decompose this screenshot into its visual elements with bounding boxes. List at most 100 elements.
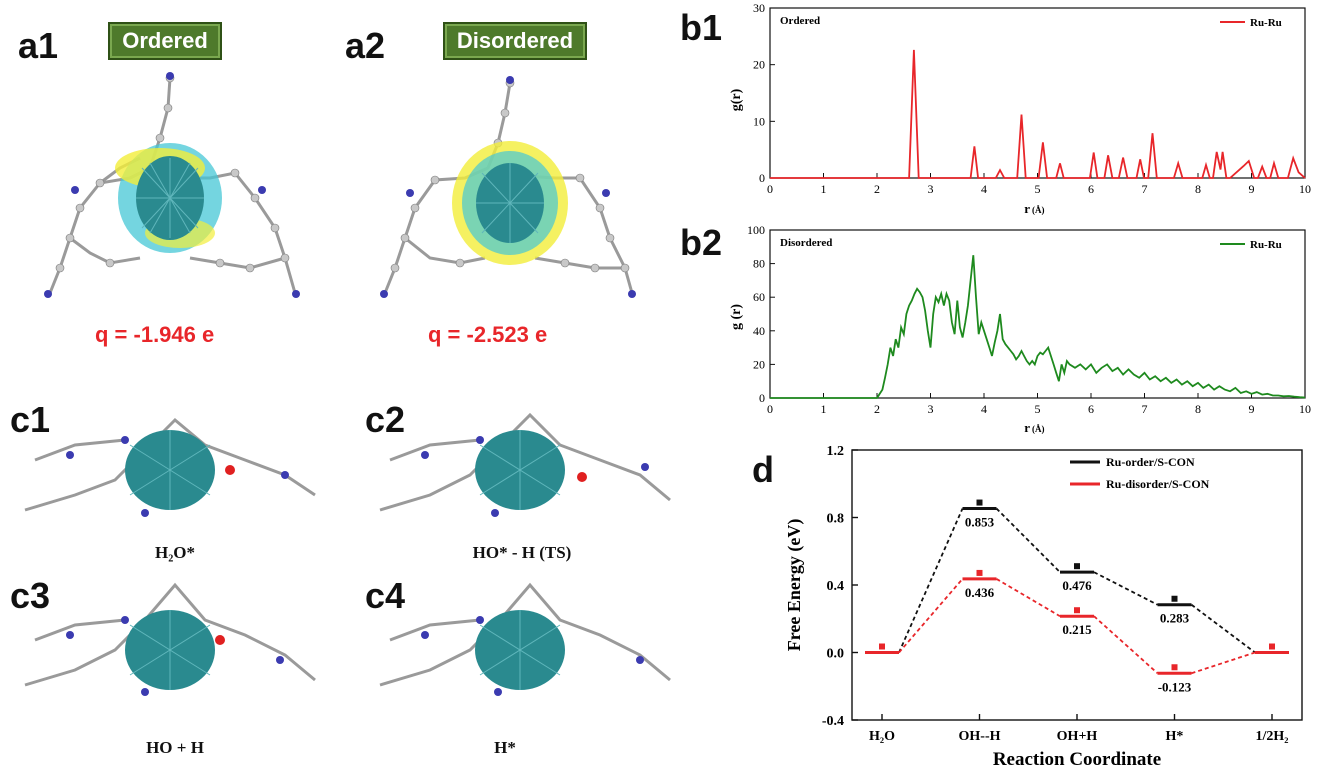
x-tick-label: 1 (821, 402, 827, 416)
b2-x-axis-label: r (1024, 420, 1030, 435)
panel-label-c1: c1 (10, 399, 51, 440)
d-value-label: 0.853 (965, 515, 995, 530)
y-tick-label: 60 (753, 290, 765, 304)
d-connector (995, 507, 1061, 573)
d-legend-label-disorder: Ru-disorder/S-CON (1106, 477, 1210, 491)
disordered-badge: Disordered (443, 22, 587, 60)
rdf-ordered-chart: 0 1 2 3 4 5 6 7 8 9 10 0 10 20 30 Ordered Ru-Ru g(r) r… (730, 1, 1311, 216)
d-connector (1093, 615, 1159, 674)
d-connector (1191, 651, 1256, 675)
x-tick-label: 5 (1035, 402, 1041, 416)
x-tick-label: 0 (767, 182, 773, 196)
d-connector (1190, 604, 1256, 654)
d-connector (1093, 571, 1158, 606)
x-tick-label: 8 (1195, 182, 1201, 196)
b2-legend-label: Ru-Ru (1250, 239, 1282, 251)
x-tick-label: 8 (1195, 402, 1201, 416)
d-x-tick-label: 1/2H₂ (1256, 729, 1289, 744)
b1-y-axis-label: g(r) (730, 88, 744, 111)
disordered-charge-label: q = -2.523 e (428, 322, 548, 347)
c1-structure-image (24, 417, 316, 517)
panel-label-b1: b1 (680, 7, 723, 48)
c1-caption: H₂O* (154, 543, 196, 562)
y-tick-label: 0 (759, 391, 765, 405)
b2-plot-frame (769, 229, 1306, 399)
d-x-axis-label: Reaction Coordinate (993, 749, 1161, 770)
c2-caption: HO* - H (TS) (472, 543, 572, 562)
d-marker (976, 499, 983, 506)
d-value-label: 0.283 (1160, 611, 1190, 626)
x-tick-label: 9 (1249, 182, 1255, 196)
x-tick-label: 6 (1088, 182, 1094, 196)
c4-structure-image (379, 582, 671, 696)
x-tick-label: 10 (1299, 182, 1311, 196)
y-tick-label: 10 (753, 114, 765, 128)
panel-label-c4: c4 (365, 575, 406, 616)
d-y-tick-label: 1.2 (827, 444, 845, 459)
d-marker (1074, 607, 1080, 614)
panel-label-c3: c3 (10, 575, 51, 616)
b1-title: Ordered (780, 15, 820, 27)
d-marker (879, 643, 885, 650)
d-x-tick-label: H₂O (869, 729, 895, 744)
c4-caption: H* (494, 738, 516, 757)
d-marker (1074, 563, 1080, 570)
x-tick-label: 4 (981, 182, 987, 196)
panel-label-b2: b2 (680, 222, 723, 263)
c3-structure-image (24, 582, 316, 696)
d-x-tick-label: OH+H (1057, 729, 1098, 744)
x-tick-label: 1 (821, 182, 827, 196)
x-tick-label: 0 (767, 402, 773, 416)
y-tick-label: 40 (753, 324, 765, 338)
free-energy-chart: -0.4 0.0 0.4 0.8 1.2 H₂O OH--H OH+H H* 1/2H₂ 0.85… (784, 444, 1303, 770)
panel-label-c2: c2 (365, 399, 406, 440)
d-x-tick-label: H* (1166, 729, 1184, 744)
b2-series-line (770, 255, 1306, 399)
d-connector (898, 578, 964, 654)
x-tick-label: 6 (1088, 402, 1094, 416)
panel-label-a2: a2 (345, 25, 386, 66)
b2-x-axis-unit: (Å) (1032, 424, 1045, 434)
c3-caption: HO + H (146, 738, 204, 757)
b2-y-axis-label: g (r) (730, 304, 744, 330)
x-tick-label: 3 (928, 182, 934, 196)
ordered-structure-image (44, 72, 300, 298)
x-tick-label: 3 (928, 402, 934, 416)
x-tick-label: 7 (1142, 182, 1148, 196)
d-marker (976, 569, 983, 576)
y-tick-label: 20 (753, 58, 765, 72)
x-tick-label: 2 (874, 182, 880, 196)
d-y-tick-label: 0.4 (827, 579, 845, 594)
panel-label-a1: a1 (18, 25, 59, 66)
d-connector (898, 508, 964, 653)
y-tick-label: 80 (753, 257, 765, 271)
d-y-tick-label: -0.4 (822, 714, 844, 729)
b1-plot-frame (769, 7, 1306, 179)
d-y-tick-label: 0.8 (827, 512, 845, 527)
b1-x-axis-unit: (Å) (1032, 205, 1045, 215)
b1-x-axis-label: r (1024, 201, 1030, 216)
c2-structure-image (379, 412, 671, 517)
d-marker (1269, 643, 1275, 650)
d-connector (996, 578, 1061, 617)
d-value-label: 0.215 (1062, 622, 1092, 637)
y-tick-label: 0 (759, 171, 765, 185)
d-value-label: 0.436 (965, 585, 995, 600)
ordered-badge: Ordered (108, 22, 222, 60)
y-tick-label: 20 (753, 357, 765, 371)
b1-series-line (770, 49, 1306, 179)
x-tick-label: 10 (1299, 402, 1311, 416)
y-tick-label: 100 (747, 223, 765, 237)
d-marker (1171, 595, 1178, 602)
x-tick-label: 7 (1142, 402, 1148, 416)
x-tick-label: 4 (981, 402, 987, 416)
d-y-tick-label: 0.0 (827, 647, 845, 662)
y-tick-label: 30 (753, 1, 765, 15)
d-y-axis-label: Free Energy (eV) (784, 519, 805, 652)
x-tick-label: 2 (874, 402, 880, 416)
d-value-label: 0.476 (1062, 578, 1092, 593)
x-tick-label: 9 (1249, 402, 1255, 416)
ordered-charge-label: q = -1.946 e (95, 322, 215, 347)
b1-legend-label: Ru-Ru (1250, 17, 1282, 29)
